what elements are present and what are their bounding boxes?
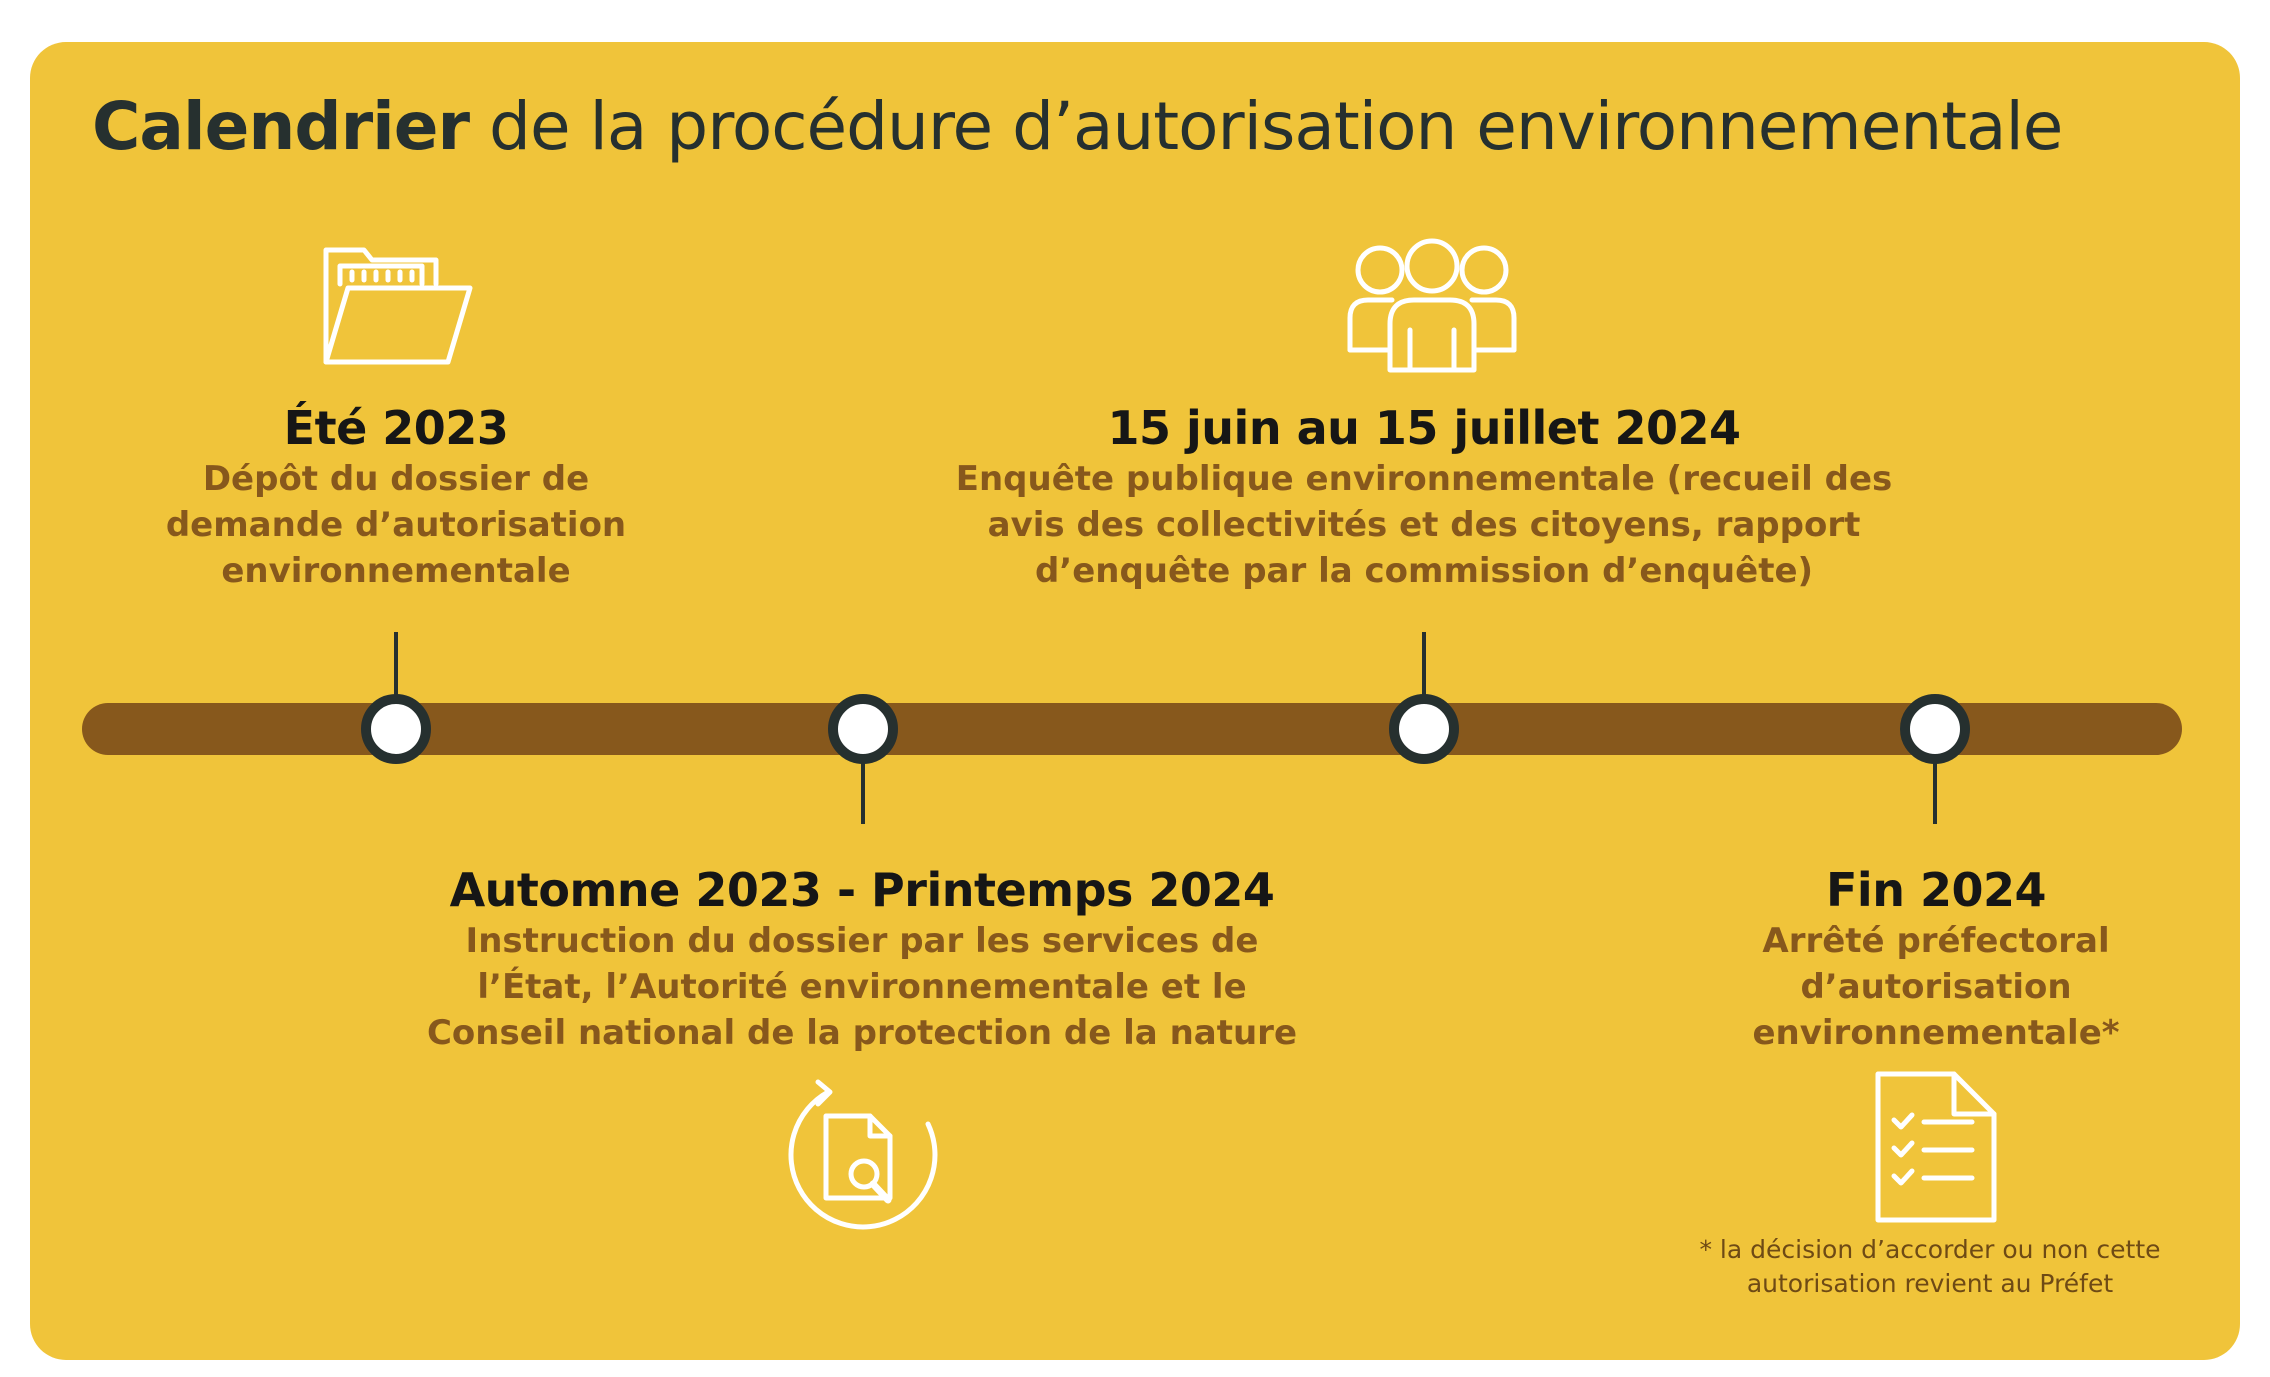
page-title: Calendrier de la procédure d’autorisatio… — [92, 88, 2063, 165]
event-ete-2023: Été 2023 Dépôt du dossier de demande d’a… — [156, 400, 636, 594]
event-description: Enquête publique environnementale (recue… — [955, 459, 1893, 591]
timeline-node-2 — [828, 694, 898, 764]
event-description: Arrêté préfectoral d’autorisation enviro… — [1752, 921, 2120, 1053]
timeline-node-3 — [1389, 694, 1459, 764]
event-date: Fin 2024 — [1826, 863, 2046, 917]
event-fin-2024: Fin 2024 Arrêté préfectoral d’autorisati… — [1720, 862, 2152, 1056]
footnote: * la décision d’accorder ou non cette au… — [1699, 1235, 2161, 1298]
event-date: Été 2023 — [283, 401, 509, 455]
document-search-icon — [788, 1079, 938, 1230]
timeline-stem-4 — [1933, 748, 1937, 824]
title-rest: de la procédure d’autorisation environne… — [469, 88, 2063, 165]
timeline-bar — [82, 703, 2182, 755]
timeline-node-1 — [361, 694, 431, 764]
folder-icon — [323, 247, 473, 365]
event-description: Dépôt du dossier de demande d’autorisati… — [165, 459, 627, 591]
title-bold: Calendrier — [92, 88, 470, 165]
event-juin-juillet-2024: 15 juin au 15 juillet 2024 Enquête publi… — [918, 400, 1930, 594]
event-date: 15 juin au 15 juillet 2024 — [1107, 401, 1741, 455]
event-date: Automne 2023 - Printemps 2024 — [449, 863, 1275, 917]
timeline-stem-3 — [1422, 632, 1426, 712]
timeline-stem-1 — [394, 632, 398, 712]
timeline-node-4 — [1900, 694, 1970, 764]
people-group-icon — [1347, 238, 1517, 373]
timeline-stem-2 — [861, 748, 865, 824]
event-automne-2023: Automne 2023 - Printemps 2024 Instructio… — [382, 862, 1342, 1056]
event-description: Instruction du dossier par les services … — [426, 921, 1298, 1053]
checklist-document-icon — [1875, 1071, 1997, 1223]
